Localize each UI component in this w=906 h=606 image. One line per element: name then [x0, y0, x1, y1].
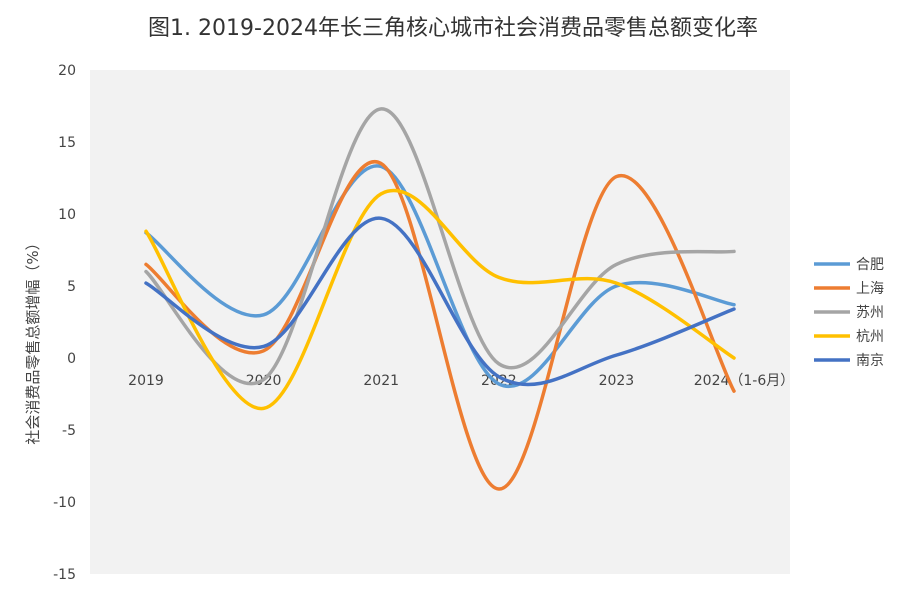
plot-area	[90, 70, 790, 574]
series-line-3	[144, 107, 736, 386]
x-tick-label: 2024（1-6月）	[694, 373, 795, 389]
y-tick-label: 5	[67, 279, 76, 295]
x-tick-label: 2019	[128, 373, 164, 389]
series-line-2	[144, 160, 736, 491]
y-tick-label: -10	[53, 495, 76, 511]
series-line-5	[144, 216, 736, 387]
y-tick-label: 15	[58, 135, 76, 151]
x-tick-label: 2023	[599, 373, 635, 389]
legend-label: 南京	[856, 353, 884, 369]
legend-label: 合肥	[856, 257, 884, 273]
chart-title: 图1. 2019-2024年长三角核心城市社会消费品零售总额变化率	[148, 16, 758, 41]
legend-label: 上海	[856, 281, 884, 297]
y-tick-label: 20	[58, 63, 76, 79]
legend-label: 苏州	[856, 305, 884, 321]
y-tick-label: -15	[53, 567, 76, 583]
y-tick-label: 0	[67, 351, 76, 367]
x-tick-label: 2021	[363, 373, 399, 389]
y-tick-label: -5	[62, 423, 76, 439]
legend-label: 杭州	[856, 329, 884, 345]
series-line-1	[144, 164, 736, 389]
series-line-4	[144, 189, 736, 411]
y-tick-label: 10	[58, 207, 76, 223]
y-axis-label: 社会消费品零售总额增幅（%）	[24, 235, 42, 444]
